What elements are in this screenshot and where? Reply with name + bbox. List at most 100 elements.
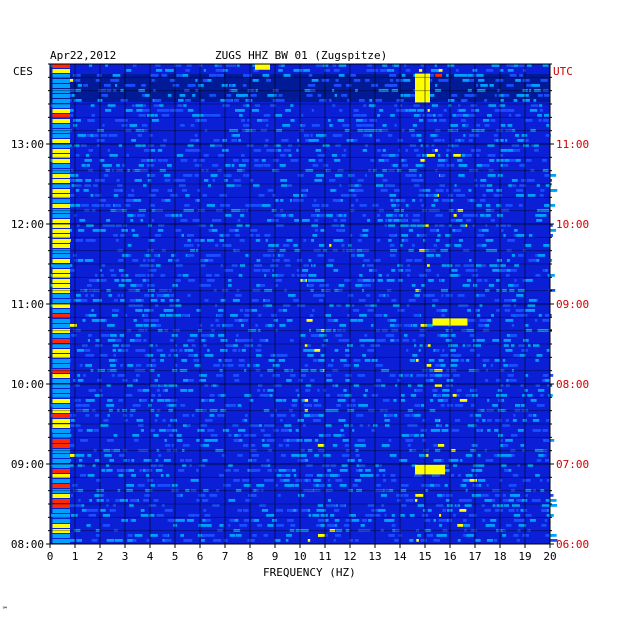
low-frequency-cell (52, 64, 70, 68)
spectral-cell (276, 354, 282, 357)
spectral-cell (250, 229, 258, 232)
spectral-cell (69, 299, 72, 302)
spectral-cell (138, 449, 143, 452)
spectral-cell (433, 244, 437, 247)
spectral-cell (450, 124, 459, 127)
right-tick-label: 10:00 (556, 218, 589, 231)
spectral-cell (535, 214, 543, 217)
spectral-cell (401, 239, 409, 242)
spectral-cell (196, 499, 201, 502)
spectral-cell (445, 329, 449, 332)
spectral-cell (428, 279, 432, 282)
spectral-cell (244, 314, 250, 317)
spectral-cell (256, 164, 263, 167)
spectral-cell (500, 164, 504, 167)
spectral-cell (355, 89, 358, 92)
spectral-cell (376, 139, 380, 142)
spectral-cell (102, 124, 105, 127)
spectral-cell (218, 359, 222, 362)
spectral-cell (115, 239, 119, 242)
spectral-cell (157, 149, 163, 152)
spectral-cell (302, 219, 310, 222)
spectral-cell (295, 529, 301, 532)
spectral-cell (368, 409, 375, 412)
spectral-cell (470, 104, 477, 107)
low-frequency-cell (52, 524, 70, 528)
spectral-cell (190, 479, 199, 482)
spectral-cell (407, 424, 413, 427)
spectral-cell (101, 469, 106, 472)
spectral-cell (129, 499, 138, 502)
spectral-cell (79, 219, 86, 222)
spectral-cell (72, 74, 76, 77)
spectral-cell (332, 249, 338, 252)
spectral-cell (390, 199, 393, 202)
spectral-cell (185, 489, 190, 492)
spectral-cell (318, 519, 325, 522)
spectral-cell (337, 394, 344, 397)
spectral-cell (243, 509, 249, 512)
spectral-cell (127, 194, 133, 197)
spectral-cell (355, 454, 360, 457)
spectral-cell (246, 104, 250, 107)
low-frequency-cell (52, 424, 70, 428)
spectral-cell (542, 159, 547, 162)
spectral-cell (231, 89, 238, 92)
spectral-cell (226, 184, 235, 187)
spectral-cell (113, 434, 118, 437)
spectral-cell (282, 474, 291, 477)
spectral-cell (200, 424, 208, 427)
spectral-cell (494, 109, 502, 112)
spectral-cell (232, 64, 237, 67)
spectral-cell (351, 204, 354, 207)
spectral-cell (134, 439, 139, 442)
spectral-cell (390, 534, 395, 537)
spectral-cell (474, 474, 478, 477)
spectral-cell (154, 379, 158, 382)
spectral-cell (192, 219, 201, 222)
spectral-cell (398, 214, 404, 217)
spectral-cell (382, 399, 390, 402)
spectral-cell (113, 194, 119, 197)
spectral-cell (92, 299, 98, 302)
spectral-cell (533, 489, 536, 492)
spectral-cell (349, 319, 358, 322)
spectral-cell (292, 199, 297, 202)
spectral-cell (327, 364, 334, 367)
spectral-cell (521, 179, 527, 182)
x-tick-label: 17 (468, 550, 481, 563)
spectral-cell (184, 539, 193, 542)
spectral-cell (151, 219, 155, 222)
spectral-cell (300, 529, 308, 532)
spectral-cell (342, 439, 349, 442)
x-tick-label: 14 (393, 550, 407, 563)
spectral-cell (445, 199, 450, 202)
spectral-cell (357, 529, 365, 532)
low-frequency-cell (52, 529, 70, 533)
spectral-cell (168, 409, 173, 412)
spectral-cell (359, 314, 367, 317)
spectral-cell (194, 164, 202, 167)
spectral-cell (151, 284, 155, 287)
spectral-cell (265, 304, 269, 307)
spectral-cell (549, 374, 554, 377)
spectral-cell (494, 94, 497, 97)
spectral-cell (188, 279, 195, 282)
spectral-cell (307, 284, 312, 287)
spectral-cell (260, 429, 265, 432)
spectral-cell (432, 114, 436, 117)
spectral-cell (420, 64, 424, 67)
spectral-cell (445, 424, 449, 427)
spectral-cell (354, 184, 359, 187)
spectral-cell (397, 379, 401, 382)
spectral-cell (266, 149, 274, 152)
spectral-cell (314, 219, 319, 222)
spectral-cell (88, 389, 96, 392)
spectral-cell (314, 454, 319, 457)
spectral-cell (162, 419, 166, 422)
spectral-cell (515, 114, 521, 117)
spectral-cell (445, 294, 453, 297)
spectral-cell (204, 284, 211, 287)
spectral-cell (91, 409, 96, 412)
spectral-cell (318, 244, 325, 247)
